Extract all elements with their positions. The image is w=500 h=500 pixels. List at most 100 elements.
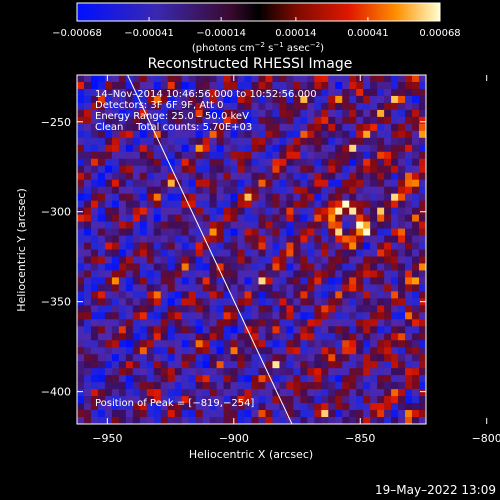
heatmap-cell	[286, 298, 294, 306]
heatmap-cell	[300, 102, 308, 111]
heatmap-cell	[279, 179, 287, 188]
heatmap-cell	[77, 214, 85, 222]
heatmap-cell	[265, 200, 273, 209]
heatmap-cell	[216, 221, 224, 229]
heatmap-cell	[209, 186, 217, 195]
solar-limb-line	[127, 75, 293, 424]
heatmap-cell	[412, 340, 420, 348]
heatmap-cell	[97, 158, 106, 167]
heatmap-cell	[405, 347, 413, 355]
heatmap-cell	[90, 179, 99, 188]
heatmap-cell	[237, 102, 245, 111]
heatmap-cell	[363, 305, 371, 313]
heatmap-cell	[146, 179, 155, 188]
heatmap-cell	[125, 354, 134, 362]
heatmap-cell	[104, 137, 113, 146]
heatmap-cell	[272, 179, 280, 188]
heatmap-cell	[223, 284, 231, 292]
heatmap-cell	[202, 396, 211, 404]
heatmap-cell	[167, 200, 176, 209]
heatmap-cell	[293, 95, 301, 104]
heatmap-cell	[237, 249, 245, 257]
heatmap-cell	[139, 102, 148, 111]
heatmap-cell	[314, 340, 322, 348]
heatmap-cell	[286, 186, 294, 195]
heatmap-cell	[216, 75, 224, 83]
heatmap-cell	[335, 249, 343, 257]
heatmap-cell	[181, 235, 190, 243]
heatmap-cell	[97, 305, 106, 313]
heatmap-cell	[286, 396, 294, 404]
heatmap-cell	[405, 263, 413, 271]
heatmap-cell	[384, 207, 392, 215]
heatmap-cell	[398, 368, 406, 376]
heatmap-cell	[139, 228, 148, 236]
heatmap-cell	[153, 319, 162, 327]
heatmap-cell	[104, 144, 113, 153]
heatmap-cell	[412, 347, 420, 355]
heatmap-cell	[419, 340, 426, 348]
heatmap-cell	[146, 277, 155, 285]
heatmap-cell	[188, 116, 197, 125]
heatmap-cell	[265, 319, 273, 327]
heatmap-cell	[195, 361, 204, 369]
heatmap-cell	[293, 102, 301, 111]
heatmap-cell	[125, 123, 134, 132]
heatmap-cell	[349, 417, 357, 424]
heatmap-cell	[83, 75, 92, 83]
heatmap-cell	[265, 207, 273, 215]
heatmap-cell	[328, 368, 336, 376]
heatmap-cell	[335, 333, 343, 341]
heatmap-cell	[90, 410, 99, 418]
heatmap-cell	[167, 158, 176, 167]
heatmap-cell	[258, 312, 266, 320]
heatmap-cell	[153, 347, 162, 355]
heatmap-cell	[356, 312, 364, 320]
heatmap-cell	[118, 382, 127, 390]
heatmap-cell	[77, 75, 85, 83]
heatmap-cell	[230, 333, 238, 341]
heatmap-cell	[279, 312, 287, 320]
heatmap-cell	[405, 305, 413, 313]
heatmap-cell	[300, 172, 308, 181]
heatmap-cell	[412, 354, 420, 362]
heatmap-cell	[244, 410, 252, 418]
heatmap-cell	[104, 123, 113, 132]
heatmap-cell	[377, 368, 385, 376]
heatmap-cell	[377, 403, 385, 411]
heatmap-cell	[265, 75, 273, 83]
heatmap-cell	[370, 333, 378, 341]
heatmap-cell	[391, 263, 399, 271]
heatmap-cell	[307, 361, 315, 369]
heatmap-cell	[153, 410, 162, 418]
heatmap-cell	[195, 242, 204, 250]
heatmap-cell	[146, 319, 155, 327]
heatmap-cell	[181, 410, 190, 418]
heatmap-cell	[356, 249, 364, 257]
heatmap-cell	[167, 144, 176, 153]
heatmap-cell	[272, 151, 280, 160]
heatmap-cell	[314, 172, 322, 181]
heatmap-cell	[398, 361, 406, 369]
heatmap-cell	[349, 312, 357, 320]
heatmap-cell	[132, 221, 141, 229]
heatmap-cell	[181, 291, 190, 299]
heatmap-cell	[104, 396, 113, 404]
heatmap-cell	[363, 144, 371, 153]
heatmap-cell	[363, 361, 371, 369]
heatmap-cell	[174, 186, 183, 195]
heatmap-cell	[314, 144, 322, 153]
heatmap-cell	[104, 116, 113, 125]
heatmap-cell	[258, 130, 266, 139]
heatmap-cell	[314, 249, 322, 257]
heatmap-cell	[272, 235, 280, 243]
heatmap-cell	[125, 228, 134, 236]
heatmap-cell	[181, 172, 190, 181]
heatmap-cell	[216, 298, 224, 306]
heatmap-cell	[314, 291, 322, 299]
heatmap-cell	[83, 221, 92, 229]
heatmap-cell	[139, 340, 148, 348]
x-tick-label: −850	[345, 432, 375, 445]
heatmap-cell	[111, 340, 120, 348]
heatmap-cell	[286, 249, 294, 257]
